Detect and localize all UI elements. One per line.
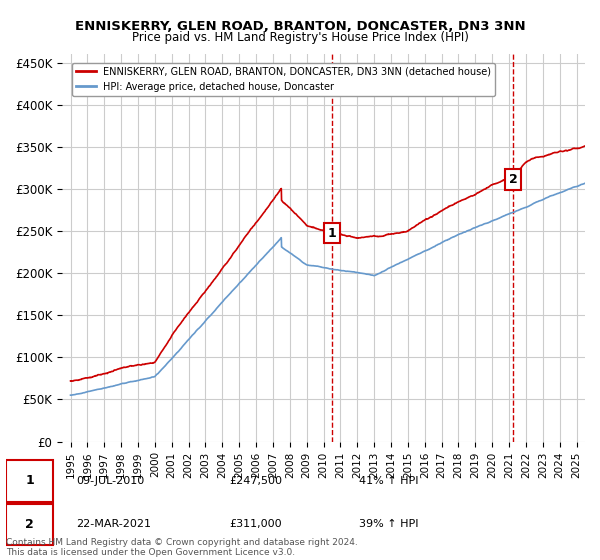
Text: Price paid vs. HM Land Registry's House Price Index (HPI): Price paid vs. HM Land Registry's House … xyxy=(131,31,469,44)
Text: 2: 2 xyxy=(25,518,34,531)
Text: 22-MAR-2021: 22-MAR-2021 xyxy=(77,519,152,529)
Text: 1: 1 xyxy=(25,474,34,487)
Legend: ENNISKERRY, GLEN ROAD, BRANTON, DONCASTER, DN3 3NN (detached house), HPI: Averag: ENNISKERRY, GLEN ROAD, BRANTON, DONCASTE… xyxy=(72,63,495,96)
Text: ENNISKERRY, GLEN ROAD, BRANTON, DONCASTER, DN3 3NN: ENNISKERRY, GLEN ROAD, BRANTON, DONCASTE… xyxy=(74,20,526,32)
Text: 39% ↑ HPI: 39% ↑ HPI xyxy=(359,519,418,529)
Text: 41% ↑ HPI: 41% ↑ HPI xyxy=(359,476,418,486)
Text: 1: 1 xyxy=(328,227,337,240)
Text: 09-JUL-2010: 09-JUL-2010 xyxy=(77,476,145,486)
Text: £247,500: £247,500 xyxy=(229,476,283,486)
FancyBboxPatch shape xyxy=(6,503,53,545)
Text: 2: 2 xyxy=(509,173,518,186)
FancyBboxPatch shape xyxy=(6,460,53,502)
Text: Contains HM Land Registry data © Crown copyright and database right 2024.
This d: Contains HM Land Registry data © Crown c… xyxy=(6,538,358,557)
Text: £311,000: £311,000 xyxy=(229,519,282,529)
